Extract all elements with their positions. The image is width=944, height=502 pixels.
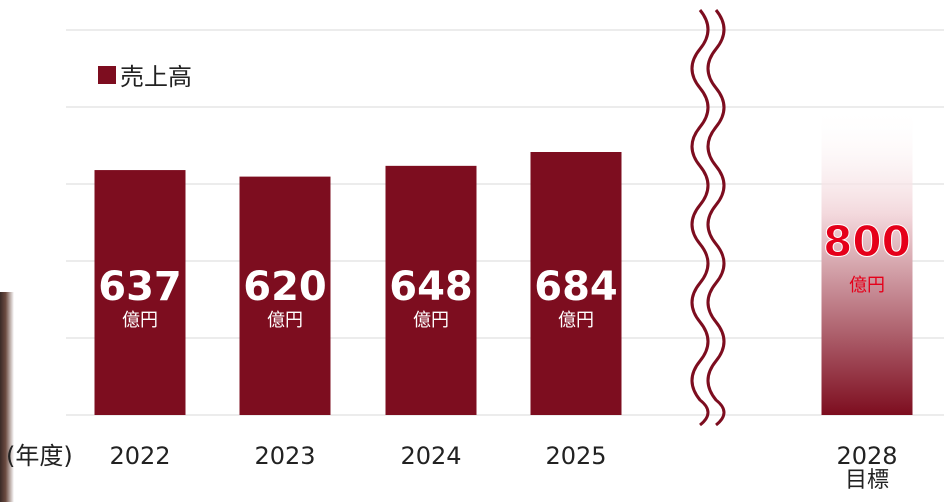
bar-2028 <box>821 107 913 416</box>
x-tick-2024: 2024 <box>400 442 462 470</box>
grid-lines <box>66 29 944 416</box>
legend-label: 売上高 <box>120 63 192 91</box>
data-label-2025: 684 <box>534 264 618 310</box>
bar-2023 <box>239 176 331 415</box>
bars <box>94 107 913 416</box>
data-unit-2023: 億円 <box>267 310 303 331</box>
data-label-2028: 800 <box>823 217 912 266</box>
data-unit-2022: 億円 <box>122 310 158 331</box>
x-tick-2022: 2022 <box>109 442 171 470</box>
data-label-2024: 648 <box>389 264 473 310</box>
edge-shadow <box>0 292 14 502</box>
axis-break-line-1 <box>706 9 726 427</box>
x-tick-2028-sublabel: 目標 <box>844 468 889 493</box>
x-tick-2028: 2028 <box>836 442 898 470</box>
data-label-2022: 637 <box>98 264 182 310</box>
data-unit-2025: 億円 <box>558 310 594 331</box>
data-unit-2024: 億円 <box>413 310 449 331</box>
bar-2022 <box>94 170 186 415</box>
axis-break-line-0 <box>690 9 710 427</box>
bar-2024 <box>385 165 477 415</box>
x-axis-unit-label: (年度) <box>6 442 73 470</box>
legend: 売上高 <box>98 57 192 92</box>
x-tick-2025: 2025 <box>545 442 607 470</box>
data-label-2023: 620 <box>243 264 327 310</box>
data-unit-2028: 億円 <box>849 275 885 296</box>
x-tick-2023: 2023 <box>254 442 316 470</box>
axis-break <box>690 9 726 427</box>
bar-2025 <box>530 152 622 415</box>
legend-swatch <box>98 65 116 84</box>
